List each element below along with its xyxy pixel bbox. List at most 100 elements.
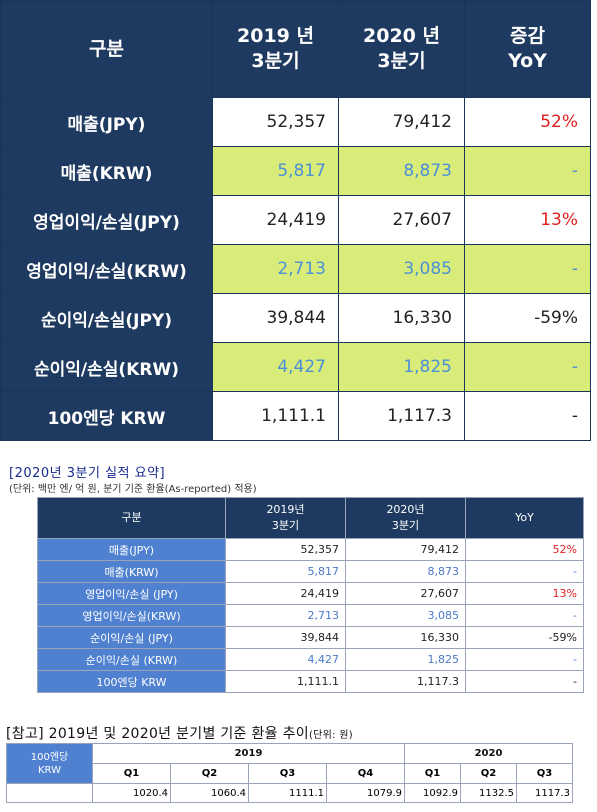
main-row: 매출(KRW) 5,817 8,873 - (0, 146, 597, 196)
value-2020: 1,825 (345, 648, 466, 671)
value-yoy: - (465, 648, 584, 671)
main-row: 영업이익/손실(JPY) 24,419 27,607 13% (0, 195, 597, 245)
summary-row: 순이익/손실 (KRW) 4,427 1,825 - (37, 648, 584, 671)
value-2019: 52,357 (212, 97, 339, 147)
main-row: 100엔당 KRW 1,111.1 1,117.3 - (0, 391, 597, 441)
summary-header-row: 구분 2019년 3분기 2020년 3분기 YoY (37, 497, 584, 539)
rate-value: 1117.3 (516, 783, 573, 803)
value-2019: 24,419 (212, 195, 339, 245)
value-2020: 3,085 (345, 604, 466, 627)
gap (590, 244, 597, 294)
summary-header-2020: 2020년 3분기 (345, 497, 466, 539)
row-label: 매출(JPY) (0, 97, 213, 147)
summary-row: 100엔당 KRW 1,111.1 1,117.3 - (37, 670, 584, 693)
row-label: 매출(JPY) (37, 538, 226, 561)
value-2019: 2,713 (225, 604, 346, 627)
gap (590, 342, 597, 392)
value-2019: 24,419 (225, 582, 346, 605)
value-yoy: 52% (465, 538, 584, 561)
main-header-2020: 2020 년 3분기 (338, 0, 465, 98)
value-yoy: - (465, 560, 584, 583)
summary-row: 순이익/손실 (JPY) 39,844 16,330 -59% (37, 626, 584, 649)
value-yoy: 13% (464, 195, 591, 245)
value-2019: 39,844 (225, 626, 346, 649)
value-2019: 5,817 (225, 560, 346, 583)
row-label: 순이익/손실 (KRW) (37, 648, 226, 671)
row-label: 영업이익/손실(KRW) (0, 244, 213, 294)
value-yoy: - (465, 670, 584, 693)
value-2020: 16,330 (338, 293, 465, 343)
exchange-rate-table: 100엔당 KRW 2019 2020 Q1 Q2 Q3 Q4 Q1 Q2 Q3… (6, 743, 573, 803)
row-label: 매출(KRW) (0, 146, 213, 196)
gap (590, 195, 597, 245)
row-label: 순이익/손실(KRW) (0, 342, 213, 392)
value-2019: 4,427 (225, 648, 346, 671)
summary-row: 영업이익/손실(KRW) 2,713 3,085 - (37, 604, 584, 627)
summary-header-category: 구분 (37, 497, 226, 539)
gap (590, 293, 597, 343)
value-2020: 79,412 (345, 538, 466, 561)
value-yoy: 13% (465, 582, 584, 605)
value-2020: 1,117.3 (345, 670, 466, 693)
reference-title-text: [참고] 2019년 및 2020년 분기별 기준 환율 추이 (6, 726, 309, 742)
row-label: 영업이익/손실 (JPY) (37, 582, 226, 605)
value-yoy: -59% (465, 626, 584, 649)
rate-value: 1060.4 (170, 783, 249, 803)
gap (590, 391, 597, 441)
main-header-row: 구분 2019 년 3분기 2020 년 3분기 증감 YoY (0, 0, 597, 98)
value-2020: 1,117.3 (338, 391, 465, 441)
row-label: 영업이익/손실(JPY) (0, 195, 213, 245)
quarter-label: Q1 (404, 763, 461, 784)
value-yoy: - (464, 244, 591, 294)
reference-title: [참고] 2019년 및 2020년 분기별 기준 환율 추이(단위: 원) (6, 723, 353, 743)
value-2019: 39,844 (212, 293, 339, 343)
value-2019: 5,817 (212, 146, 339, 196)
summary-table: 구분 2019년 3분기 2020년 3분기 YoY 매출(JPY) 52,35… (37, 497, 584, 693)
rate-corner-label: 100엔당 KRW (6, 743, 93, 784)
row-label: 순이익/손실(JPY) (0, 293, 213, 343)
quarter-label: Q4 (326, 763, 405, 784)
value-2019: 4,427 (212, 342, 339, 392)
quarter-label: Q2 (170, 763, 249, 784)
value-2020: 16,330 (345, 626, 466, 649)
main-header-yoy: 증감 YoY (464, 0, 591, 98)
value-2020: 79,412 (338, 97, 465, 147)
value-2020: 3,085 (338, 244, 465, 294)
summary-row: 매출(KRW) 5,817 8,873 - (37, 560, 584, 583)
quarter-label: Q2 (460, 763, 517, 784)
rate-value: 1111.1 (248, 783, 327, 803)
value-yoy: - (464, 342, 591, 392)
value-yoy: - (464, 391, 591, 441)
value-2020: 8,873 (345, 560, 466, 583)
row-label: 100엔당 KRW (0, 391, 213, 441)
quarter-label: Q3 (248, 763, 327, 784)
row-label: 순이익/손실 (JPY) (37, 626, 226, 649)
value-yoy: - (465, 604, 584, 627)
rate-value: 1132.5 (460, 783, 517, 803)
summary-header-yoy: YoY (465, 497, 584, 539)
gap (590, 0, 597, 98)
main-header-2019: 2019 년 3분기 (212, 0, 339, 98)
year-2019-header: 2019 (92, 743, 405, 764)
quarter-label: Q1 (92, 763, 171, 784)
rate-value: 1079.9 (326, 783, 405, 803)
value-yoy: - (464, 146, 591, 196)
gap (590, 97, 597, 147)
rate-value: 1020.4 (92, 783, 171, 803)
rate-value-row: 1020.4 1060.4 1111.1 1079.9 1092.9 1132.… (6, 783, 573, 803)
main-row: 순이익/손실(KRW) 4,427 1,825 - (0, 342, 597, 392)
row-label: 100엔당 KRW (37, 670, 226, 693)
quarter-row: Q1 Q2 Q3 Q4 Q1 Q2 Q3 (7, 763, 573, 784)
value-2020: 1,825 (338, 342, 465, 392)
quarter-label: Q3 (516, 763, 573, 784)
summary-row: 매출(JPY) 52,357 79,412 52% (37, 538, 584, 561)
summary-header-2019: 2019년 3분기 (225, 497, 346, 539)
summary-unit-note: (단위: 백만 엔/ 억 원, 분기 기준 환율(As-reported) 적용… (9, 484, 257, 495)
summary-row: 영업이익/손실 (JPY) 24,419 27,607 13% (37, 582, 584, 605)
value-yoy: -59% (464, 293, 591, 343)
value-2020: 27,607 (338, 195, 465, 245)
value-yoy: 52% (464, 97, 591, 147)
value-2019: 1,111.1 (212, 391, 339, 441)
year-header-row: 100엔당 KRW 2019 2020 (6, 743, 573, 784)
main-header-category: 구분 (0, 0, 213, 98)
